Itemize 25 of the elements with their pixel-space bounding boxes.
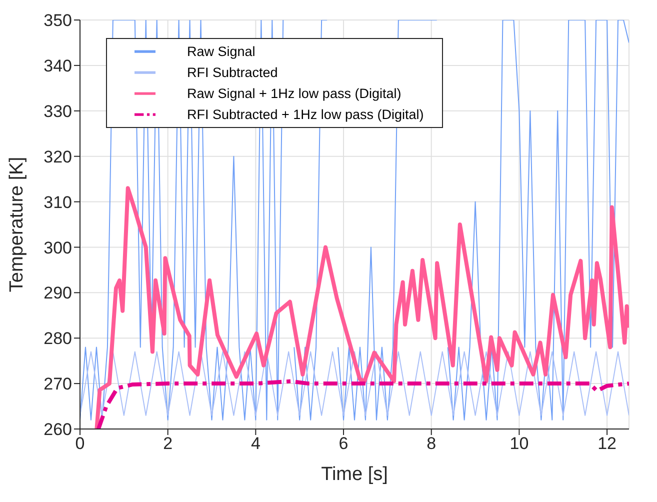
x-tick-label: 2: [163, 434, 173, 454]
y-tick-label: 290: [44, 284, 72, 303]
legend-label: Raw Signal + 1Hz low pass (Digital): [187, 86, 402, 100]
x-tick-label: 12: [598, 434, 616, 454]
y-tick-label: 320: [44, 147, 72, 166]
line-series: [96, 379, 629, 429]
x-tick-label: 8: [426, 434, 436, 454]
y-tick-label: 350: [44, 11, 72, 30]
legend-label: RFI Subtracted: [187, 64, 278, 80]
y-tick-label: 300: [44, 238, 72, 258]
y-tick-label: 260: [44, 420, 72, 440]
x-tick-label: 10: [510, 434, 529, 454]
series-label: Raw Signal: [187, 44, 256, 58]
x-tick-label: 0: [75, 434, 85, 454]
line-series: [94, 186, 629, 429]
x-tick-label: 6: [338, 434, 348, 454]
y-tick-label: 330: [44, 102, 72, 121]
y-tick-label: 280: [44, 329, 72, 348]
x-axis-title: Time [s]: [321, 464, 388, 485]
y-tick-label: 340: [44, 56, 72, 76]
y-axis-title: Temperature [K]: [6, 156, 28, 292]
y-tick-label: 310: [44, 192, 72, 212]
y-tick-label: 270: [44, 374, 72, 394]
x-tick-label: 4: [250, 434, 260, 454]
legend-label: RFI Subtracted + 1Hz low pass (Digital): [187, 106, 424, 122]
